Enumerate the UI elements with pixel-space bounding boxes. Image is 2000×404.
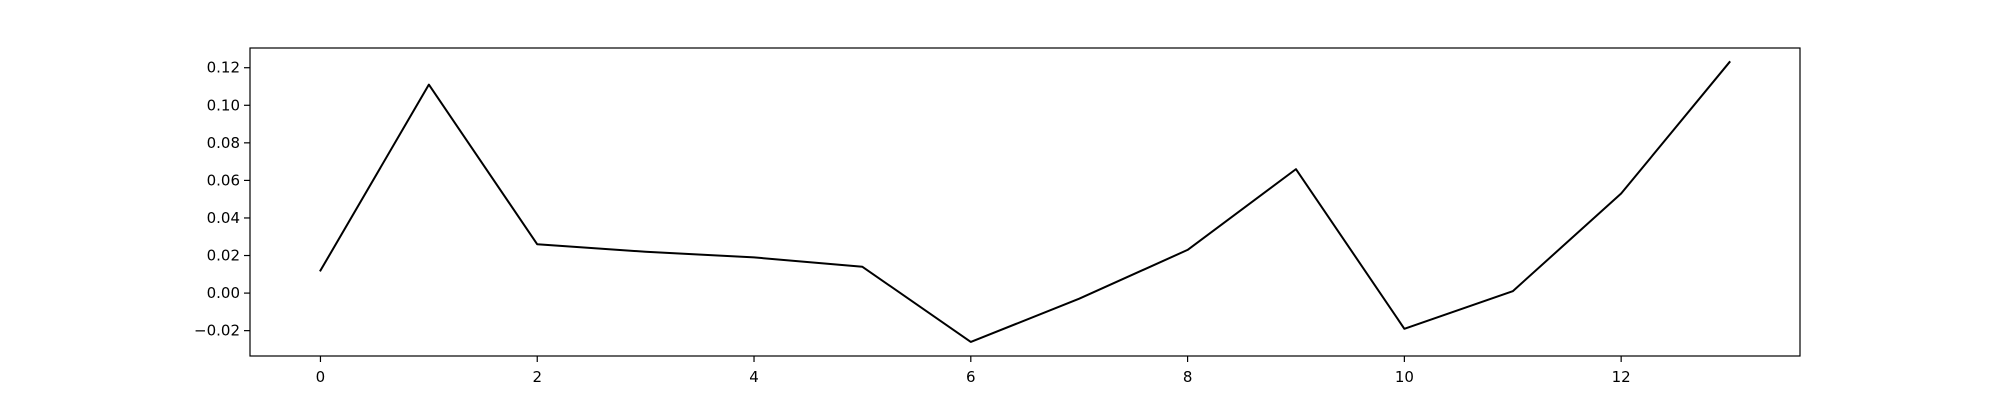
- series-layer: [319, 60, 1731, 343]
- x-tick-label: 8: [1183, 368, 1193, 386]
- y-tick-label: 0.04: [207, 209, 240, 227]
- x-tick-label: 6: [966, 368, 976, 386]
- x-tick-label: 4: [749, 368, 759, 386]
- y-tick-label: −0.02: [194, 322, 240, 340]
- plot-frame: [249, 47, 1801, 357]
- x-tick-label: 10: [1395, 368, 1414, 386]
- series-line-0: [319, 60, 1731, 343]
- y-tick-label: 0.00: [207, 284, 240, 302]
- ticks-layer: 0 2 4 6 8 10 12 −0.02 0.00 0.02 0.04 0.06 0.08 0.10 0.…: [194, 59, 1631, 386]
- y-tick-label: 0.12: [207, 59, 240, 77]
- x-tick-label: 0: [316, 368, 326, 386]
- y-tick-label: 0.06: [207, 171, 240, 189]
- y-tick-label: 0.08: [207, 134, 240, 152]
- y-tick-label: 0.02: [207, 247, 240, 265]
- x-tick-label: 12: [1612, 368, 1631, 386]
- y-tick-label: 0.10: [207, 96, 240, 114]
- x-tick-label: 2: [532, 368, 542, 386]
